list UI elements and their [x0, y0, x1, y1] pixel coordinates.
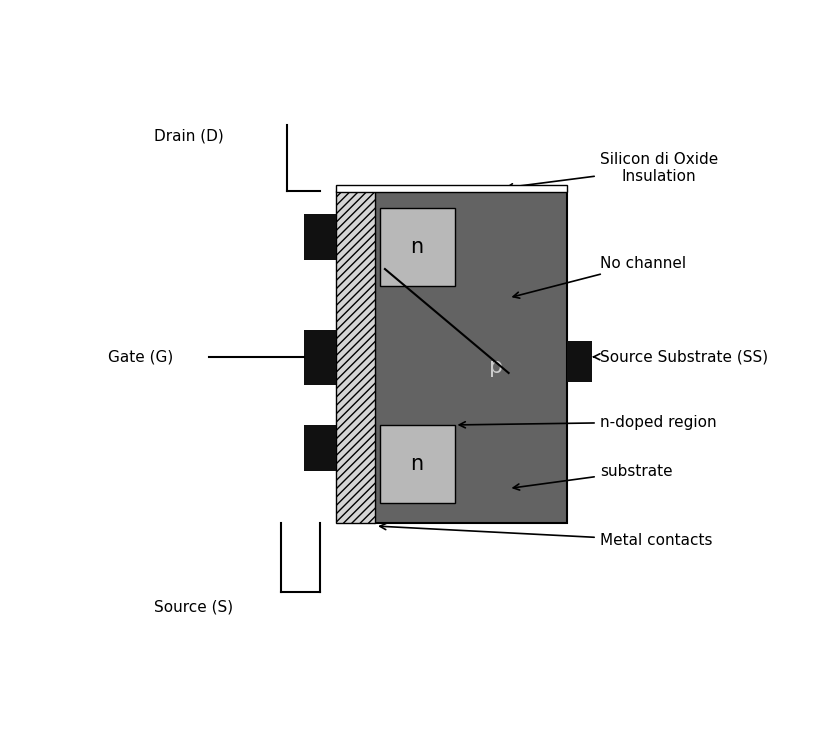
Text: p: p: [489, 357, 502, 377]
Bar: [380, 425, 454, 503]
Text: Drain (D): Drain (D): [154, 129, 223, 144]
Text: n: n: [411, 237, 423, 257]
Bar: [336, 185, 567, 192]
Bar: [303, 330, 336, 385]
Bar: [303, 214, 336, 260]
Text: Gate (G): Gate (G): [108, 350, 174, 364]
Text: Source Substrate (SS): Source Substrate (SS): [594, 350, 768, 364]
Bar: [567, 341, 592, 382]
Text: n: n: [411, 454, 423, 474]
Text: substrate: substrate: [513, 464, 672, 490]
Text: Source (S): Source (S): [154, 599, 233, 614]
Bar: [375, 191, 567, 524]
Bar: [336, 191, 375, 524]
Text: Silicon di Oxide
Insulation: Silicon di Oxide Insulation: [507, 152, 718, 190]
Bar: [303, 425, 336, 471]
Text: Metal contacts: Metal contacts: [380, 524, 712, 548]
Text: n-doped region: n-doped region: [459, 415, 717, 430]
Bar: [380, 209, 454, 286]
Text: No channel: No channel: [513, 256, 686, 298]
